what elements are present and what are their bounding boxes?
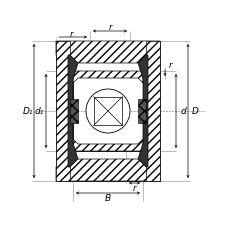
- Polygon shape: [137, 100, 145, 123]
- Text: d₁: d₁: [34, 107, 44, 116]
- Polygon shape: [56, 159, 159, 181]
- Text: d: d: [179, 107, 185, 116]
- Bar: [94, 98, 121, 125]
- Text: r: r: [69, 29, 73, 38]
- Polygon shape: [137, 56, 147, 167]
- Text: D₁: D₁: [23, 107, 33, 116]
- Text: r: r: [168, 60, 171, 69]
- Polygon shape: [145, 42, 159, 181]
- Polygon shape: [70, 100, 78, 123]
- Text: r: r: [132, 184, 136, 193]
- Polygon shape: [56, 42, 70, 181]
- Circle shape: [86, 90, 129, 134]
- Polygon shape: [73, 72, 142, 84]
- Polygon shape: [68, 56, 78, 167]
- Text: r: r: [108, 22, 111, 31]
- Text: D: D: [191, 107, 198, 116]
- Text: B: B: [104, 194, 111, 203]
- Polygon shape: [73, 139, 142, 151]
- Polygon shape: [56, 42, 159, 64]
